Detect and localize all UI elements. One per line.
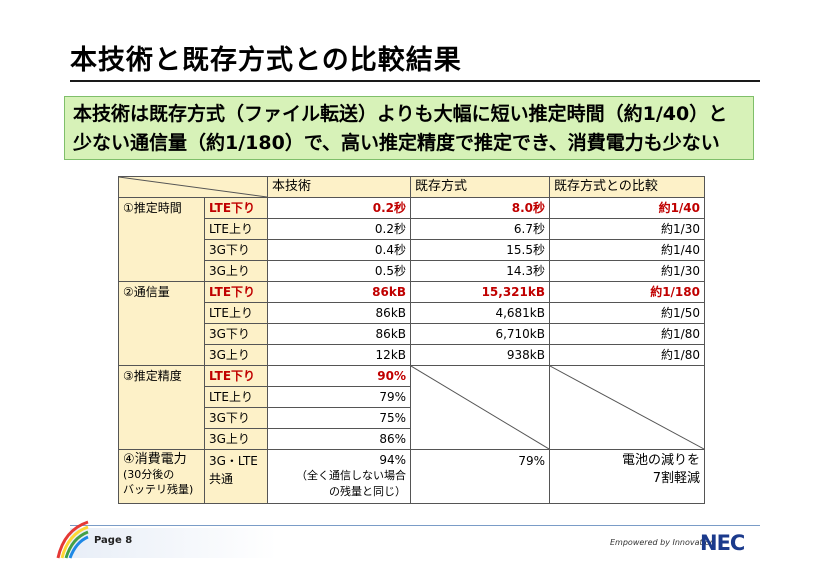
category-time: ①推定時間 xyxy=(118,197,205,282)
accuracy-tech-value: 79% xyxy=(267,386,411,408)
traffic-compare-value: 約1/180 xyxy=(549,281,705,303)
rainbow-swoosh-icon xyxy=(56,520,89,559)
table-row: ③推定精度 LTE下り 90% xyxy=(118,365,705,450)
sub-label: LTE上り xyxy=(204,218,268,240)
traffic-existing-value: 15,321kB xyxy=(410,281,550,303)
category-traffic: ②通信量 xyxy=(118,281,205,366)
sub-label: LTE下り xyxy=(204,197,268,219)
header-corner-cell xyxy=(118,176,268,198)
power-tech-note-1: （全く通信しない場合 xyxy=(296,469,406,482)
traffic-compare-value: 約1/50 xyxy=(549,302,705,324)
sub-label: 3G上り xyxy=(204,260,268,282)
time-tech-value: 0.5秒 xyxy=(267,260,411,282)
power-compare-line-1: 電池の減りを xyxy=(621,453,700,468)
footer-line xyxy=(70,525,760,526)
diagonal-line xyxy=(411,366,549,449)
table-row: LTE上り 86kB 4,681kB 約1/50 xyxy=(119,302,705,324)
sub-label: LTE下り xyxy=(204,281,268,303)
time-compare-value: 約1/30 xyxy=(549,260,705,282)
table-row: 3G下り 0.4秒 15.5秒 約1/40 xyxy=(119,239,705,261)
time-compare-value: 約1/40 xyxy=(549,239,705,261)
tagline: Empowered by Innovation xyxy=(610,538,715,547)
sub-label: 3G下り xyxy=(204,239,268,261)
table-row: ②通信量 LTE下り 86kB 15,321kB 約1/180 xyxy=(118,281,705,366)
power-sub-line-1: 3G・LTE xyxy=(209,454,258,468)
table-row: LTE上り 0.2秒 6.7秒 約1/30 xyxy=(119,218,705,240)
accuracy-existing-empty-cell xyxy=(410,365,550,450)
power-category-note-1: (30分後の xyxy=(123,468,175,481)
header-existing: 既存方式 xyxy=(410,176,550,198)
sub-label: 3G下り xyxy=(204,323,268,345)
comparison-table: 本技術 既存方式 既存方式との比較 ①推定時間 LTE下り 0.2秒 8.0秒 … xyxy=(118,176,705,504)
diagonal-line xyxy=(119,177,267,197)
power-sub-line-2: 共通 xyxy=(209,472,234,486)
time-compare-value: 約1/30 xyxy=(549,218,705,240)
sub-label: 3G上り xyxy=(204,428,268,450)
traffic-existing-value: 6,710kB xyxy=(410,323,550,345)
traffic-compare-value: 約1/80 xyxy=(549,323,705,345)
sub-label: 3G下り xyxy=(204,407,268,429)
page-number: Page 8 xyxy=(94,535,133,546)
sub-label: LTE上り xyxy=(204,386,268,408)
sub-label: LTE上り xyxy=(204,302,268,324)
table-row: LTE上り 79% xyxy=(119,386,705,408)
traffic-tech-value: 12kB xyxy=(267,344,411,366)
power-tech-note-2: の残量と同じ） xyxy=(329,485,406,498)
traffic-tech-value: 86kB xyxy=(267,302,411,324)
power-tech-value: 94% xyxy=(379,453,406,467)
power-sub-label: 3G・LTE 共通 xyxy=(204,449,268,504)
accuracy-tech-value: 90% xyxy=(267,365,411,387)
traffic-tech-value: 86kB xyxy=(267,281,411,303)
summary-box: 本技術は既存方式（ファイル転送）よりも大幅に短い推定時間（約1/40）と 少ない… xyxy=(64,96,754,160)
time-existing-value: 8.0秒 xyxy=(410,197,550,219)
page-title: 本技術と既存方式との比較結果 xyxy=(70,45,462,76)
sub-label: 3G上り xyxy=(204,344,268,366)
table-row: ④消費電力 (30分後の バッテリ残量) 3G・LTE 共通 94% （全く通信… xyxy=(118,449,705,504)
power-compare-cell: 電池の減りを 7割軽減 xyxy=(549,449,705,504)
power-category-title: ④消費電力 xyxy=(123,452,187,467)
time-tech-value: 0.2秒 xyxy=(267,197,411,219)
traffic-compare-value: 約1/80 xyxy=(549,344,705,366)
time-existing-value: 14.3秒 xyxy=(410,260,550,282)
table-row: 3G上り 0.5秒 14.3秒 約1/30 xyxy=(119,260,705,282)
table-row: 3G上り 12kB 938kB 約1/80 xyxy=(119,344,705,366)
header-tech: 本技術 xyxy=(267,176,411,198)
traffic-existing-value: 4,681kB xyxy=(410,302,550,324)
footer-band xyxy=(70,528,760,558)
diagonal-line xyxy=(550,366,704,449)
power-compare-line-2: 7割軽減 xyxy=(652,471,700,486)
category-power: ④消費電力 (30分後の バッテリ残量) xyxy=(118,449,205,504)
time-existing-value: 6.7秒 xyxy=(410,218,550,240)
accuracy-tech-value: 86% xyxy=(267,428,411,450)
time-compare-value: 約1/40 xyxy=(549,197,705,219)
table-row: ①推定時間 LTE下り 0.2秒 8.0秒 約1/40 xyxy=(118,197,705,282)
nec-logo: NEC xyxy=(700,531,745,555)
traffic-existing-value: 938kB xyxy=(410,344,550,366)
traffic-tech-value: 86kB xyxy=(267,323,411,345)
power-tech-cell: 94% （全く通信しない場合 の残量と同じ） xyxy=(267,449,411,504)
accuracy-compare-empty-cell xyxy=(549,365,705,450)
title-underline xyxy=(70,80,760,82)
header-compare: 既存方式との比較 xyxy=(549,176,705,198)
time-existing-value: 15.5秒 xyxy=(410,239,550,261)
power-category-note-2: バッテリ残量) xyxy=(123,483,194,496)
accuracy-tech-value: 75% xyxy=(267,407,411,429)
summary-line-1: 本技術は既存方式（ファイル転送）よりも大幅に短い推定時間（約1/40）と xyxy=(73,103,728,125)
power-existing-value: 79% xyxy=(410,449,550,504)
sub-label: LTE下り xyxy=(204,365,268,387)
summary-line-2: 少ない通信量（約1/180）で、高い推定精度で推定でき、消費電力も少ない xyxy=(73,132,720,154)
category-accuracy: ③推定精度 xyxy=(118,365,205,450)
time-tech-value: 0.4秒 xyxy=(267,239,411,261)
table-row: 3G下り 86kB 6,710kB 約1/80 xyxy=(119,323,705,345)
time-tech-value: 0.2秒 xyxy=(267,218,411,240)
table-header-row: 本技術 既存方式 既存方式との比較 xyxy=(118,176,705,198)
